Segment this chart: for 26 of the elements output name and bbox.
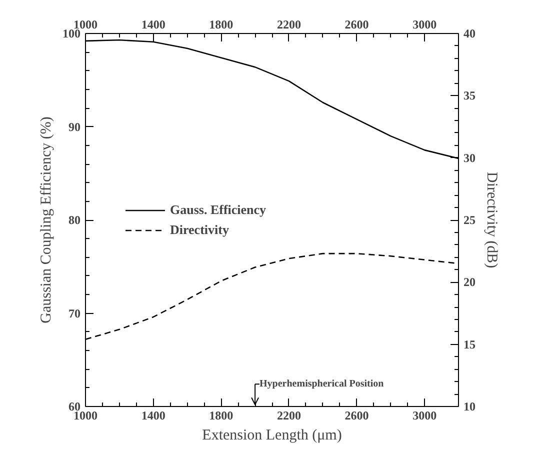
x2-tick-label: 1400 bbox=[141, 18, 166, 32]
y2-tick-label: 40 bbox=[464, 26, 476, 40]
x2-tick-label: 1800 bbox=[209, 18, 234, 32]
y2-tick-label: 35 bbox=[464, 88, 476, 103]
y-tick-label: 80 bbox=[68, 213, 80, 227]
x-tick-label: 2200 bbox=[276, 408, 301, 422]
y2-tick-label: 25 bbox=[464, 213, 476, 227]
y-tick-label: 90 bbox=[68, 120, 80, 134]
x-tick-label: 1400 bbox=[141, 408, 166, 422]
x2-tick-label: 2200 bbox=[276, 18, 301, 32]
x2-tick-label: 3000 bbox=[412, 18, 437, 32]
x2-tick-label: 2600 bbox=[344, 18, 369, 32]
x-tick-label: 1800 bbox=[209, 408, 234, 422]
y-tick-label: 70 bbox=[68, 306, 80, 320]
legend-label: Gauss. Efficiency bbox=[170, 202, 266, 218]
x-tick-label: 2600 bbox=[344, 408, 369, 422]
y2-tick-label: 30 bbox=[464, 150, 476, 165]
y2-tick-label: 10 bbox=[464, 400, 476, 414]
y2-tick-label: 15 bbox=[464, 337, 476, 352]
y2-axis-title: Directivity (dB) bbox=[484, 172, 500, 268]
y2-tick-label: 20 bbox=[464, 275, 476, 290]
x-axis-title: Extension Length (μm) bbox=[202, 428, 342, 444]
ref-line-label: Hyperhemispherical Position bbox=[260, 378, 384, 390]
x-tick-label: 3000 bbox=[412, 408, 437, 422]
y-axis-title: Gaussian Coupling Efficiency (%) bbox=[38, 116, 54, 324]
legend-label: Directivity bbox=[170, 222, 229, 238]
